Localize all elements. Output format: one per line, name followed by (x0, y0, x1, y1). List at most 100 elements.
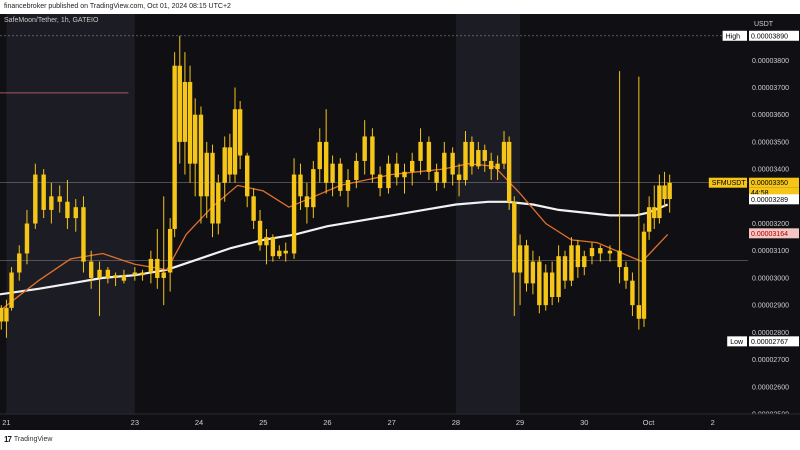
price-tag-label: High (726, 33, 741, 40)
candle-body (512, 201, 517, 273)
candle-body (304, 196, 310, 208)
y-tick-label: 0.00002700 (752, 357, 789, 364)
price-tag-timer (749, 187, 799, 198)
candle-body (530, 261, 536, 284)
candle-body (0, 307, 4, 322)
y-tick-label: 0.00002800 (752, 330, 789, 337)
candle-body (113, 275, 118, 278)
candle-body (210, 152, 215, 224)
price-tag-countdown: 44:58 (751, 190, 769, 197)
candle-body (73, 207, 78, 219)
y-tick-label: 0.00003500 (752, 139, 789, 146)
candle-body (216, 182, 221, 224)
candle-body (277, 250, 282, 257)
publisher-text: financebroker published on TradingView.c… (4, 3, 231, 10)
x-tick-label: 25 (259, 418, 267, 427)
candle-body (569, 245, 574, 281)
candle-body (652, 207, 657, 219)
y-tick-label: 0.00002600 (752, 384, 789, 391)
candle-body (434, 171, 439, 183)
candle-body (641, 231, 647, 319)
candle-body (227, 147, 233, 175)
candle-body (501, 141, 507, 164)
price-tag-name (727, 336, 747, 347)
candle-body (9, 272, 14, 308)
candle-body (345, 179, 351, 191)
tradingview-logo[interactable]: 17 TradingView (4, 435, 52, 444)
x-tick-label: 27 (387, 418, 395, 427)
candle-body (237, 109, 243, 156)
candle-body (636, 305, 642, 319)
candle-body (298, 174, 303, 197)
x-tick-label: 2 (711, 418, 715, 427)
candle-body (646, 207, 652, 232)
price-tag (749, 228, 799, 239)
footer-bar: 17 TradingView (0, 430, 800, 450)
chart-title: SafeMoon/Tether, 1h, GATEIO (4, 17, 99, 24)
candle-body (182, 82, 188, 142)
candle-body (105, 269, 111, 278)
candle-body (192, 114, 198, 164)
candle-body (463, 141, 468, 180)
candle-body (121, 275, 127, 281)
price-tag (749, 30, 799, 41)
candle-body (370, 136, 375, 175)
tradingview-brand: TradingView (13, 436, 53, 443)
axis-currency: USDT (754, 21, 774, 28)
candle-body (81, 207, 86, 262)
candle-body (630, 280, 635, 306)
candle-body (450, 152, 455, 175)
candle-body (311, 169, 316, 208)
tradingview-icon: 17 (4, 435, 12, 444)
candle-body (270, 237, 276, 257)
x-tick-label: Oct (643, 418, 656, 427)
candle-body (456, 174, 462, 180)
price-tag-value: 0.00003890 (751, 33, 788, 40)
candle-body (575, 245, 581, 268)
candle-body (167, 228, 173, 273)
candle-body (476, 150, 481, 167)
candle-body (667, 182, 672, 200)
candle-body (155, 258, 160, 278)
candle-body (338, 163, 343, 191)
candle-body (172, 65, 177, 229)
candle-body (442, 152, 447, 183)
candle-body (187, 82, 193, 164)
candle-body (543, 272, 548, 306)
candle-body (517, 245, 523, 273)
x-tick-label: 24 (195, 418, 203, 427)
price-chart[interactable]: USDT 0.00003800 0.00003700 0.00003600 0.0000… (0, 14, 800, 430)
y-tick-label: 0.00003000 (752, 275, 789, 282)
candle-body (549, 272, 555, 297)
price-tag-value: 0.00002767 (751, 339, 788, 346)
candle-body (317, 141, 322, 170)
candle-body (524, 245, 529, 284)
y-tick-label: 0.00003100 (752, 248, 789, 255)
candle-body (177, 65, 182, 142)
y-tick-label: 0.00003700 (752, 85, 789, 92)
candle-body (57, 196, 62, 202)
x-tick-label: 21 (2, 418, 10, 427)
price-tag-label: SFMUSDT (712, 180, 747, 187)
candle-body (140, 272, 145, 276)
x-tick-label: 30 (580, 418, 588, 427)
candle-body (41, 174, 46, 210)
chart-canvas[interactable]: USDT 0.00003800 0.00003700 0.00003600 0.0000… (0, 14, 800, 430)
candle-body (657, 185, 662, 219)
candle-body (469, 141, 475, 167)
y-tick-label: 0.00002900 (752, 303, 789, 310)
candle-body (264, 237, 269, 246)
y-tick-label: 0.00003600 (752, 112, 789, 119)
candle-body (482, 150, 487, 161)
weekend-band (6, 14, 135, 414)
candle-body (556, 256, 561, 297)
candle-body (132, 272, 138, 276)
candle-body (232, 109, 238, 175)
candle-body (33, 174, 38, 224)
candle-body (582, 256, 587, 268)
candle-body (251, 196, 256, 221)
candle-body (323, 141, 329, 183)
candle-body (222, 147, 227, 183)
price-tag-name (708, 177, 747, 188)
candle-body (24, 223, 30, 254)
